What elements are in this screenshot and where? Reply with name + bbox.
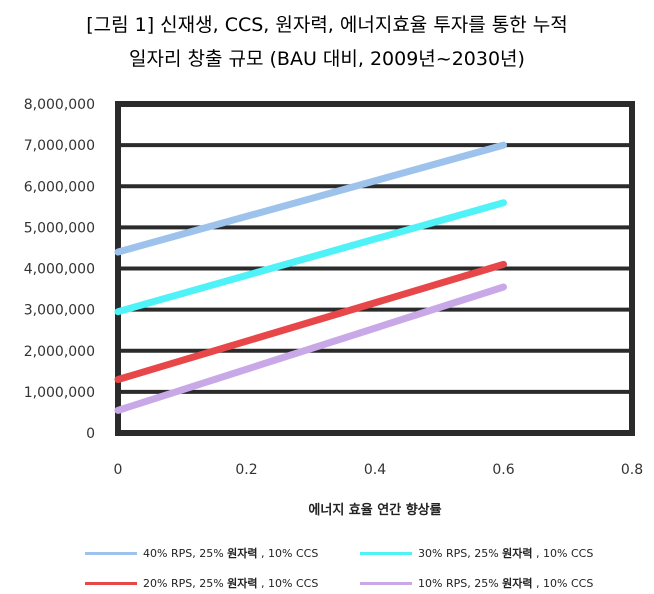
x-tick-label: 0	[114, 462, 123, 478]
chart-title-line-2: 일자리 창출 규모 (BAU 대비, 2009년~2030년)	[129, 48, 525, 70]
y-tick-label: 1,000,000	[24, 385, 95, 401]
x-tick-label: 0.2	[235, 462, 257, 478]
y-tick-label: 4,000,000	[24, 262, 95, 278]
y-tick-label: 6,000,000	[24, 179, 95, 195]
y-tick-label: 2,000,000	[24, 344, 95, 360]
plot-frame	[115, 101, 635, 436]
series-line-2	[114, 199, 507, 316]
x-tick-label: 0.6	[492, 462, 514, 478]
x-tick-label: 0.8	[621, 462, 643, 478]
series-line-3	[114, 260, 507, 384]
y-tick-label: 7,000,000	[24, 138, 95, 154]
chart-title-line-1: [그림 1] 신재생, CCS, 원자력, 에너지효율 투자를 통한 누적	[86, 14, 568, 36]
series-line-4	[114, 283, 507, 414]
y-tick-label: 5,000,000	[24, 220, 95, 236]
x-axis-label: 에너지 효율 연간 향상률	[308, 502, 441, 518]
y-tick-label: 0	[86, 426, 95, 442]
y-tick-label: 8,000,000	[24, 97, 95, 113]
x-tick-label: 0.4	[364, 462, 386, 478]
y-tick-label: 3,000,000	[24, 303, 95, 319]
series-line-1	[114, 141, 507, 256]
